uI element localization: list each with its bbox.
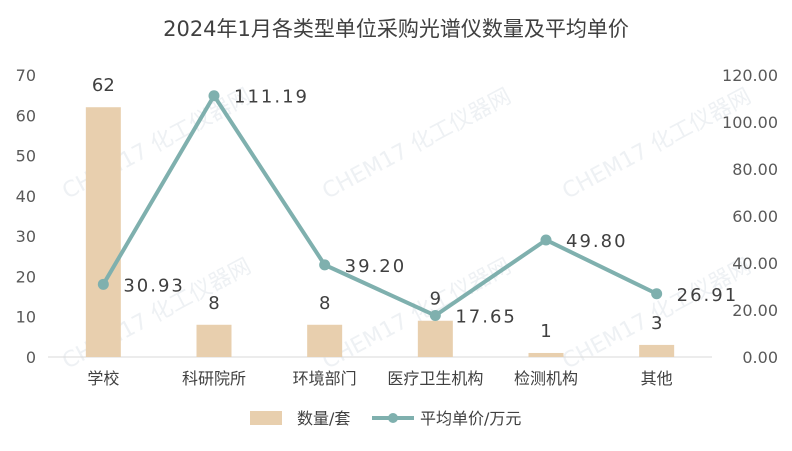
category-label: 环境部门 [293,369,357,388]
right-axis-tick-label: 0.00 [742,348,778,367]
series-line [101,93,658,318]
bar-data-label: 3 [651,313,662,334]
line-point [319,259,331,271]
bar-data-label: 1 [540,321,551,342]
bar [417,320,453,357]
bar [307,324,343,357]
line-point [651,288,663,300]
bar-series: 62 8 8 9 1 3 [85,75,675,357]
line-point [429,310,441,322]
category-label: 学校 [87,369,119,388]
category-label: 科研院所 [182,369,246,388]
legend-line-marker [388,413,398,423]
line-data-label: 17.65 [455,307,517,328]
category-label: 其他 [641,369,673,388]
legend-line-label: 平均单价/万元 [420,409,521,428]
line-data-label: 39.20 [345,256,407,277]
bar [639,344,675,357]
line-series: 30.93 111.19 39.20 17.65 49.80 26.91 [97,87,739,328]
category-label: 检测机构 [514,369,578,388]
left-axis-tick-label: 60 [16,106,36,125]
left-axis-tick-label: 50 [16,147,36,166]
bar [196,324,232,357]
left-axis-tick-label: 0 [26,348,36,367]
right-axis-tick-label: 60.00 [732,207,778,226]
legend: 数量/套 平均单价/万元 [250,409,521,428]
left-axis-tick-label: 10 [16,308,36,327]
line-point [540,234,552,246]
line-data-label: 111.19 [234,87,309,108]
bar-data-label: 8 [208,293,219,314]
bar [85,107,121,357]
bar [528,352,564,357]
right-axis-tick-label: 40.00 [732,254,778,273]
legend-bar-swatch [250,411,282,425]
bar-data-label: 62 [92,75,115,96]
watermark-text: CHEM17 化工仪器网 [318,84,515,205]
chart-title: 2024年1月各类型单位采购光谱仪数量及平均单价 [163,17,629,41]
line-data-label: 30.93 [123,275,185,296]
left-axis-tick-label: 30 [16,227,36,246]
right-axis-tick-label: 80.00 [732,160,778,179]
line-point [97,278,109,290]
left-axis-tick-label: 20 [16,267,36,286]
line-data-label: 26.91 [677,285,739,306]
category-labels: 学校 科研院所 环境部门 医疗卫生机构 检测机构 其他 [87,369,672,388]
bar-data-label: 8 [319,293,330,314]
bar-data-label: 9 [430,289,441,310]
left-axis-tick-label: 40 [16,187,36,206]
left-y-axis: 0 10 20 30 40 50 60 70 [16,66,36,367]
legend-bar-label: 数量/套 [297,409,350,428]
left-axis-tick-label: 70 [16,66,36,85]
right-axis-tick-label: 20.00 [732,301,778,320]
line-point [208,90,220,102]
right-axis-tick-label: 100.00 [722,113,778,132]
line-data-label: 49.80 [566,231,628,252]
watermark-text: CHEM17 化工仪器网 [558,84,755,205]
category-label: 医疗卫生机构 [387,369,483,388]
right-y-axis: 0.00 20.00 40.00 60.00 80.00 100.00 120.00 [722,66,778,367]
right-axis-tick-label: 120.00 [722,66,778,85]
